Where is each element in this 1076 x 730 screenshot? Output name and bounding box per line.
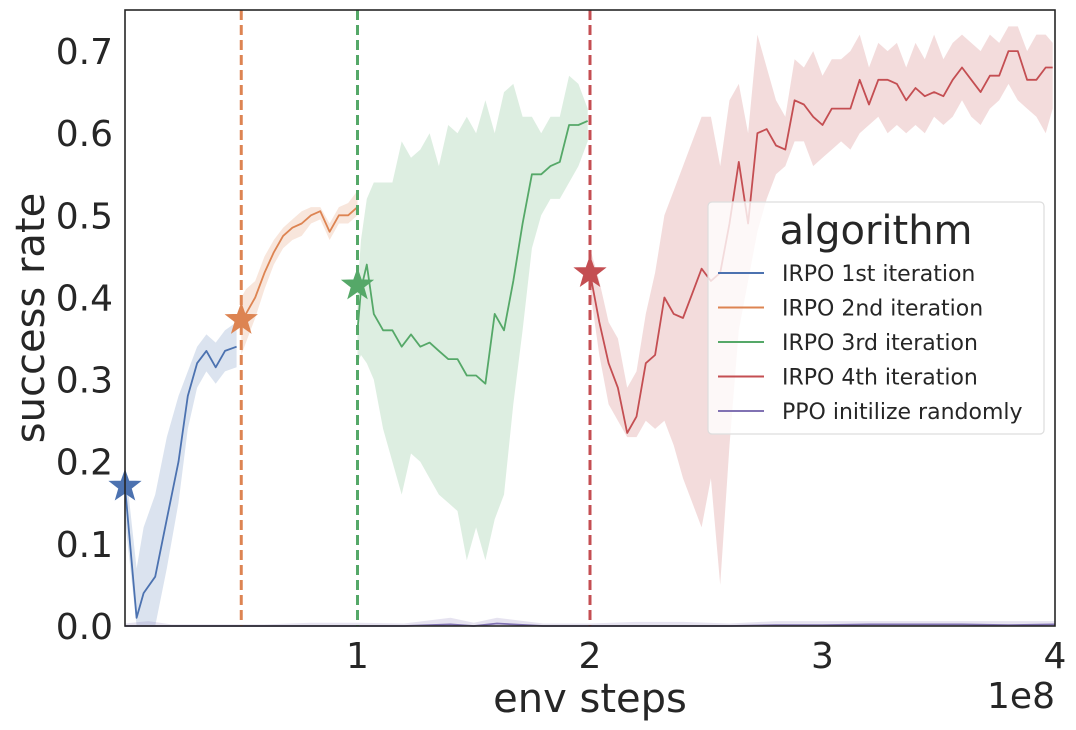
y-tick-label: 0.6	[56, 114, 113, 155]
band-series-3	[357, 75, 588, 561]
y-tick-label: 0.2	[56, 443, 113, 484]
line-series-1	[124, 345, 237, 619]
plot-frame	[124, 9, 1056, 627]
legend-title: algorithm	[779, 208, 972, 254]
y-axis-ticks: 0.0 0.1 0.2 0.3 0.4 0.5 0.6 0.7	[56, 32, 113, 648]
confidence-bands	[125, 26, 1055, 626]
star-marker-4	[573, 255, 607, 288]
legend-label-2: IRPO 2nd iteration	[782, 297, 983, 322]
x-tick-label: 3	[811, 636, 834, 677]
line-series-3	[356, 120, 589, 385]
y-tick-label: 0.3	[56, 361, 113, 402]
y-tick-label: 0.4	[56, 278, 113, 319]
y-tick-label: 0.1	[56, 525, 113, 566]
x-tick-label: 4	[1044, 636, 1067, 677]
band-series-5	[125, 617, 1055, 626]
y-axis-title: success rate	[8, 193, 54, 443]
legend-label-5: PPO initilize randomly	[782, 400, 1023, 425]
x-tick-label: 2	[579, 636, 602, 677]
line-series-4	[589, 50, 1053, 434]
band-series-4	[590, 26, 1053, 585]
legend-label-1: IRPO 1st iteration	[782, 262, 975, 287]
x-axis-title: env steps	[493, 676, 687, 722]
x-axis-ticks: 1 2 3 4	[346, 636, 1066, 677]
legend: algorithm IRPO 1st iteration IRPO 2nd ite…	[707, 201, 1045, 435]
band-series-1	[125, 322, 237, 626]
x-multiplier-label: 1e8	[987, 676, 1055, 717]
y-tick-label: 0.7	[56, 32, 113, 73]
y-tick-label: 0.0	[56, 607, 113, 648]
band-series-2	[241, 190, 358, 355]
legend-entries: IRPO 1st iteration IRPO 2nd iteration IRPO…	[718, 262, 1023, 425]
star-marker-3	[340, 267, 375, 300]
legend-label-4: IRPO 4th iteration	[782, 366, 978, 391]
star-marker-2	[224, 302, 258, 334]
legend-box	[707, 201, 1045, 435]
legend-label-3: IRPO 3rd iteration	[782, 331, 978, 356]
y-tick-label: 0.5	[56, 196, 113, 237]
line-series-2	[240, 206, 359, 321]
x-tick-label: 1	[346, 636, 369, 677]
